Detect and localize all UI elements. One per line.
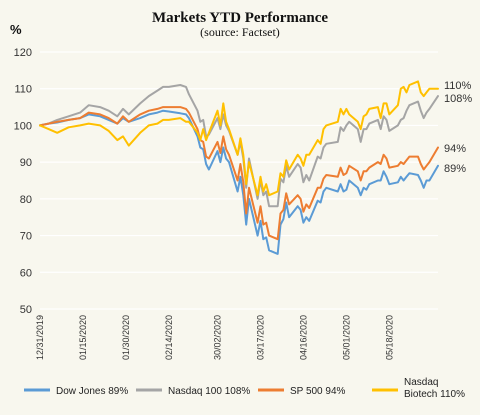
x-tick-label: 30/02/2020 [213, 315, 223, 360]
series-line-2 [39, 106, 439, 241]
y-tick-label: 120 [14, 47, 32, 59]
legend-label: Nasdaq Biotech 110% [404, 377, 465, 400]
y-unit-label: % [10, 22, 22, 37]
y-tick-label: 110 [14, 84, 32, 96]
x-tick-label: 01/15/2020 [78, 315, 88, 360]
series-end-label: 94% [444, 143, 466, 155]
series-end-label: 110% [444, 80, 472, 92]
y-tick-label: 50 [20, 304, 32, 316]
legend-label-line: Biotech 110% [404, 389, 465, 400]
legend-label: Dow Jones 89% [56, 386, 128, 397]
y-tick-label: 80 [20, 194, 32, 206]
series-layer [39, 80, 439, 255]
grid-layer [40, 51, 438, 310]
legend-label: SP 500 94% [290, 386, 346, 397]
chart-subtitle: (source: Factset) [200, 25, 280, 39]
series-line-3 [39, 80, 439, 197]
legend-label-line: Nasdaq [404, 377, 438, 388]
x-tick-label: 01/30/2020 [121, 315, 131, 360]
y-tick-label: 70 [20, 231, 32, 243]
y-axis: 50 60 70 80 90 100 110 120 [14, 47, 32, 316]
series-end-label: 89% [444, 163, 466, 175]
series-end-label: 108% [444, 93, 472, 105]
x-tick-label: 12/31/2019 [35, 315, 45, 360]
x-tick-label: 03/17/2020 [255, 315, 265, 360]
series-line-0 [39, 109, 439, 255]
y-tick-label: 90 [20, 157, 32, 169]
y-tick-label: 60 [20, 267, 32, 279]
x-tick-label: 04/16/2020 [298, 315, 308, 360]
x-tick-label: 05/01/2020 [341, 315, 351, 360]
legend: Dow Jones 89% Nasdaq 100 108% SP 500 94% Na… [24, 377, 465, 400]
x-tick-label: 02/14/2020 [164, 315, 174, 360]
end-labels: 89% 108% 94% 110% [444, 80, 472, 175]
legend-label: Nasdaq 100 108% [168, 386, 250, 397]
x-axis: 12/31/2019 01/15/2020 01/30/2020 02/14/2020… [35, 315, 394, 360]
chart-title: Markets YTD Performance [152, 10, 328, 26]
series-line-1 [39, 84, 439, 208]
x-tick-label: 05/18/2020 [384, 315, 394, 360]
y-tick-label: 100 [14, 120, 32, 132]
